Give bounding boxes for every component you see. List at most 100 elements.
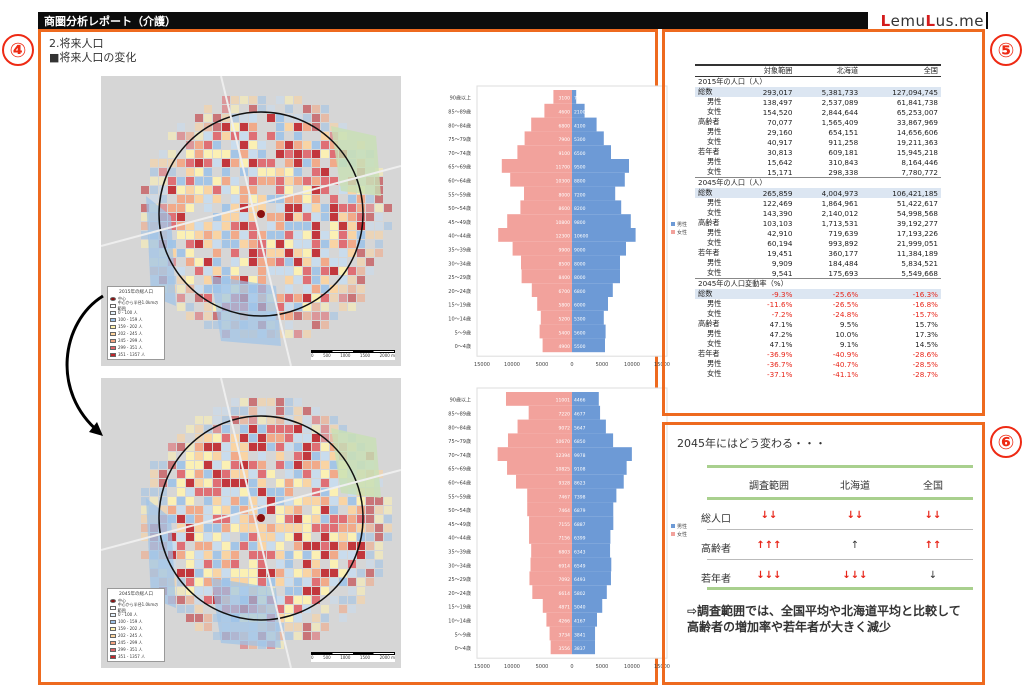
row-divider [707, 529, 973, 530]
male-bar [572, 283, 613, 297]
trend-arrows-icon: ↑ [850, 540, 860, 551]
legend-item: 202 - 245 人 [110, 632, 162, 639]
female-value-label: 6800 [559, 123, 571, 129]
female-bar [505, 392, 572, 406]
row-label: 女性 [707, 208, 722, 217]
table-cell: 8,164,446 [901, 157, 938, 167]
male-value-label: 8200 [574, 206, 586, 212]
badge-4: ④ [2, 34, 34, 66]
female-bar [528, 405, 572, 420]
population-table: 対象範囲 北海道 全国 2015年の人口（人） 総数 293,017 5,381,733 12… [695, 64, 941, 379]
row-label: 男性 [707, 329, 722, 338]
x-tick-label: 15000 [474, 362, 490, 368]
map-2045-graphic [101, 378, 401, 668]
table-cell: 47.2% [769, 329, 793, 339]
trend-arrows-icon: ↓↓ [846, 510, 864, 521]
male-value-label: 6887 [574, 522, 586, 528]
map-2015-scale-bar: 0 500 1000 1500 2000 m [311, 350, 395, 360]
male-bar [572, 585, 607, 599]
male-value-label: 8000 [574, 261, 586, 267]
male-value-label: 6800 [574, 289, 586, 295]
legend-male-swatch [671, 222, 675, 226]
male-value-label: 5500 [574, 344, 586, 350]
female-bar [542, 599, 572, 613]
female-bar [529, 530, 572, 544]
male-value-label: 6500 [574, 151, 586, 157]
row-label: 女性 [707, 309, 722, 318]
table-cell: -41.1% [832, 369, 859, 379]
male-bar [572, 310, 604, 325]
male-value-label: 5300 [574, 316, 586, 322]
table-cell: 5,381,733 [795, 87, 862, 97]
female-bar [510, 172, 572, 187]
table-cell: 184,484 [828, 258, 859, 268]
male-value-label: 6000 [574, 303, 586, 309]
female-bar [542, 338, 572, 353]
population-map-2015: 2015年の総人口 中心 中心から半径1.0kmの範囲 0 - 100 人 100 -… [101, 76, 401, 366]
map-2015-graphic [101, 76, 401, 366]
legend-item: 0 - 100 人 [110, 611, 162, 618]
legend-item: 500 [323, 353, 331, 358]
female-value-label: 10800 [556, 220, 570, 226]
female-bar [524, 186, 572, 201]
table-cell: 360,177 [828, 248, 859, 258]
male-value-label: 7398 [574, 494, 586, 500]
age-label: 90歳以上 [450, 95, 471, 102]
table-cell: -16.3% [861, 289, 941, 299]
age-label: 35～39歳 [448, 246, 471, 253]
row-label: 男性 [707, 157, 722, 166]
table-cell: 1,864,961 [821, 198, 859, 208]
age-label: 30～34歳 [448, 260, 471, 267]
row-label: 女性 [707, 167, 722, 176]
female-bar [501, 159, 572, 173]
table-cell: 61,841,738 [896, 97, 938, 107]
male-bar [572, 557, 612, 572]
table-row: 女性 60,194 993,892 21,999,051 [695, 238, 941, 248]
panel-population-table: 対象範囲 北海道 全国 2015年の人口（人） 総数 293,017 5,381,733 12… [662, 29, 985, 416]
section-title-row: 2045年の人口（人） [695, 177, 941, 188]
female-value-label: 10300 [556, 178, 570, 184]
table-cell: 1,565,409 [821, 117, 859, 127]
table-cell: 14.5% [915, 339, 938, 349]
table-row: 若年者 30,813 609,181 15,945,218 [695, 147, 941, 157]
column-header: 北海道 [795, 64, 862, 77]
table-cell: 2,537,089 [821, 97, 859, 107]
male-value-label: 3841 [574, 632, 586, 638]
table-row: 総数 293,017 5,381,733 127,094,745 [695, 87, 941, 97]
female-bar [527, 502, 572, 517]
table-cell: 103,103 [762, 218, 793, 228]
female-bar [498, 228, 572, 242]
male-value-label: 8800 [574, 178, 586, 184]
table-row: 男性 -11.6% -26.5% -16.8% [695, 299, 941, 309]
male-bar [572, 241, 626, 256]
male-bar [572, 461, 627, 475]
male-bar [572, 502, 614, 517]
legend-item: 1000 [340, 655, 351, 660]
male-bar [572, 338, 605, 353]
table-row: 若年者 -36.9% -40.9% -28.6% [695, 349, 941, 359]
curved-arrow-icon [65, 294, 104, 436]
female-value-label: 4871 [559, 605, 571, 611]
male-bar [572, 117, 597, 132]
summary-column-header: 全国 [923, 481, 943, 492]
legend-item: 500 [323, 655, 331, 660]
legend-male-swatch [671, 524, 675, 528]
row-label: 男性 [707, 97, 722, 106]
table-cell: 106,421,185 [861, 188, 941, 198]
male-value-label: 2100 [574, 109, 586, 115]
female-value-label: 6700 [559, 289, 571, 295]
male-value-label: 5647 [574, 425, 586, 431]
row-label: 女性 [707, 137, 722, 146]
female-value-label: 4600 [559, 109, 571, 115]
female-bar [527, 488, 572, 503]
green-rule [707, 587, 973, 590]
legend-item: 245 - 299 人 [110, 337, 162, 344]
table-cell: 51,422,617 [896, 198, 938, 208]
age-label: 75～79歳 [448, 438, 471, 445]
row-label: 女性 [707, 238, 722, 247]
table-cell: -25.6% [795, 289, 862, 299]
column-header: 全国 [861, 64, 941, 77]
male-bar [572, 297, 608, 311]
female-bar [529, 516, 572, 530]
table-cell: -7.2% [771, 309, 793, 319]
